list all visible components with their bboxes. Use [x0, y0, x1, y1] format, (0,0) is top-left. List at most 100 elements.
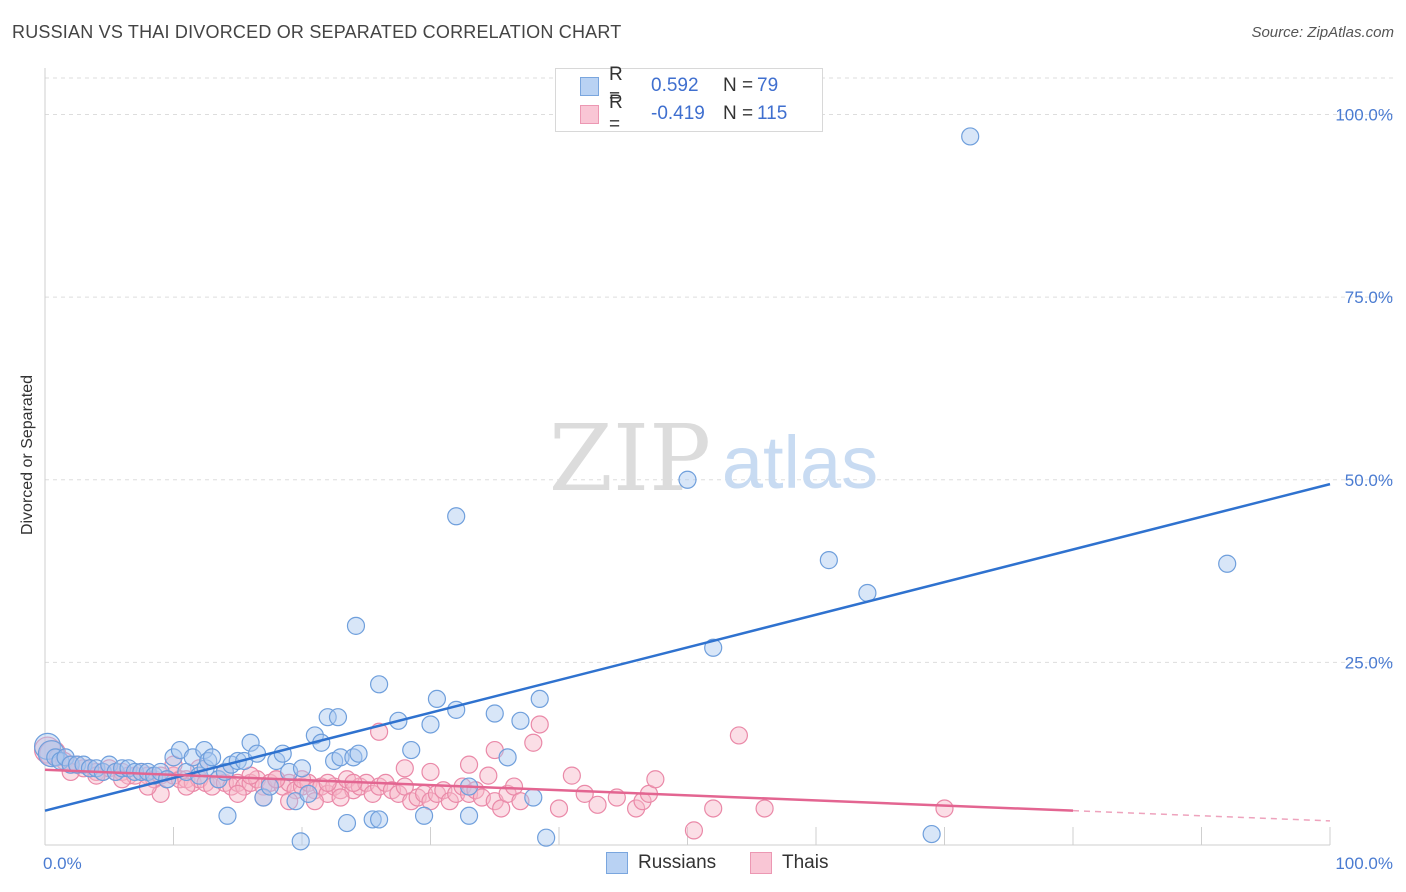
legend-n-label: N = — [723, 75, 754, 96]
x-tick-label: 100.0% — [1335, 854, 1393, 873]
thais-trend-extension — [1072, 809, 1331, 822]
legend-r-value: -0.419 — [651, 103, 705, 124]
thai-point — [646, 770, 665, 789]
thai-point — [704, 799, 723, 818]
thais-swatch — [580, 104, 599, 124]
thai-point — [177, 777, 196, 796]
thai-point — [575, 784, 594, 803]
russian-point — [498, 748, 517, 767]
legend-row-russians: R = 0.592 N = 79 — [556, 64, 779, 107]
thai-point — [440, 792, 459, 811]
legend-n-label: N = — [723, 103, 754, 124]
russian-point — [337, 813, 357, 833]
watermark-zip: ZIP — [549, 405, 711, 512]
thais-trend-line — [44, 768, 1074, 812]
thai-point — [331, 788, 350, 807]
thai-point — [684, 821, 704, 840]
legend-r-label: R = — [609, 92, 623, 135]
russian-point — [209, 770, 228, 789]
russian-point — [421, 715, 440, 734]
russian-point — [247, 744, 267, 763]
thai-point — [935, 799, 954, 818]
russians-trend-line — [44, 482, 1331, 812]
russian-point — [459, 806, 479, 825]
russian-point — [370, 675, 389, 694]
russian-point — [164, 748, 183, 767]
legend-russians-label: Russians — [638, 852, 717, 873]
thai-point — [228, 784, 247, 803]
russians-points — [33, 127, 1237, 851]
legend-r-label: R = — [609, 64, 623, 107]
tick-labels: 25.0% 50.0% 75.0% 100.0% 0.0% 100.0% — [43, 106, 1393, 873]
russian-point — [530, 689, 549, 709]
russians-legend-swatch — [606, 852, 628, 874]
russian-point — [402, 740, 421, 760]
thai-point — [530, 715, 549, 734]
chart-title: RUSSIAN VS THAI DIVORCED OR SEPARATED CO… — [12, 22, 622, 42]
russian-point — [961, 127, 980, 146]
russian-point — [61, 755, 80, 774]
legend-n-value: 79 — [757, 75, 779, 96]
thais-legend-swatch — [750, 852, 772, 874]
thai-point — [421, 762, 440, 782]
legend-n-value: 115 — [757, 103, 788, 124]
legend-item-thais[interactable]: Thais — [750, 852, 828, 874]
russian-point — [485, 704, 504, 723]
thai-point — [755, 799, 774, 818]
grid-lines — [45, 77, 1395, 663]
russian-point — [414, 806, 434, 825]
russian-point — [524, 788, 543, 807]
thai-point — [729, 726, 749, 745]
thai-point — [562, 766, 581, 785]
russian-point — [363, 810, 382, 829]
watermark-atlas: atlas — [722, 421, 878, 504]
thai-point — [588, 795, 607, 814]
russian-point — [299, 784, 318, 803]
trend-lines — [44, 482, 1331, 822]
russian-point — [331, 748, 350, 767]
russian-point — [370, 810, 389, 829]
y-tick-label: 25.0% — [1345, 653, 1393, 672]
russian-point — [195, 740, 214, 760]
russian-point — [427, 689, 447, 709]
y-tick-label: 100.0% — [1335, 106, 1393, 125]
thai-point — [549, 799, 569, 818]
y-tick-label: 50.0% — [1345, 471, 1393, 490]
russian-point — [202, 748, 222, 767]
russian-point — [305, 726, 324, 745]
thai-point — [524, 733, 543, 752]
watermark: ZIP atlas — [549, 405, 878, 512]
thai-point — [395, 759, 414, 778]
stats-legend: R = 0.592 N = 79 R = -0.419 N = 115 — [555, 64, 823, 135]
legend-thais-label: Thais — [782, 852, 829, 873]
russian-point — [254, 788, 273, 807]
russian-point — [819, 551, 838, 570]
legend-r-value: 0.592 — [651, 75, 699, 96]
thai-point — [479, 766, 498, 785]
russian-point — [318, 708, 337, 727]
thai-point — [459, 755, 479, 774]
legend-row-thais: R = -0.419 N = 115 — [556, 92, 788, 135]
russian-point — [447, 507, 466, 526]
axes — [44, 68, 1331, 846]
russian-point — [678, 470, 697, 489]
russian-point — [349, 744, 368, 763]
russian-point — [537, 828, 556, 847]
russian-point — [260, 777, 279, 796]
russian-point — [922, 824, 941, 844]
thai-point — [626, 799, 646, 818]
russian-point — [241, 733, 260, 752]
thai-point — [363, 784, 382, 803]
russian-point — [328, 708, 348, 727]
legend-item-russians[interactable]: Russians — [606, 852, 716, 874]
thai-point — [305, 792, 324, 811]
thai-point — [280, 792, 299, 811]
russian-point — [346, 616, 366, 635]
russian-point — [511, 711, 530, 730]
series-legend: Russians Thais — [0, 852, 1406, 878]
x-tick-label: 0.0% — [43, 854, 82, 873]
source-label: Source: ZipAtlas.com — [1251, 24, 1394, 41]
russian-point — [292, 759, 312, 778]
thai-point — [318, 773, 337, 793]
